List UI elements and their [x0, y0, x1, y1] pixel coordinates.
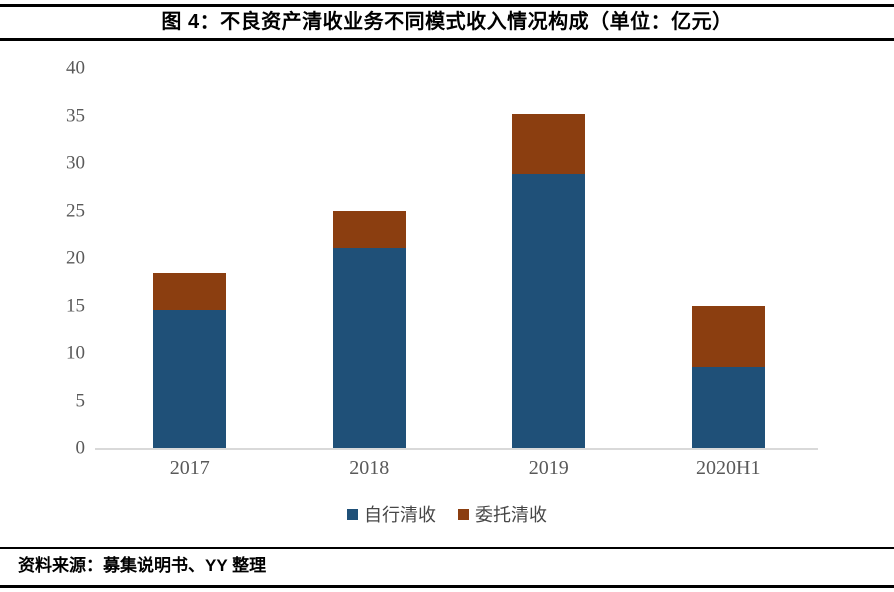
x-label-2017: 2017 — [169, 457, 210, 479]
y-axis: 0 5 10 15 20 25 30 35 40 — [0, 59, 86, 458]
chart-title: 图 4：不良资产清收业务不同模式收入情况构成（单位：亿元） — [161, 11, 733, 33]
bar-slot-2020H1 — [639, 68, 819, 448]
legend-swatch-self-icon — [347, 508, 358, 520]
x-label-2018: 2018 — [349, 457, 390, 479]
segment-entrusted-2019 — [512, 113, 586, 175]
x-axis-labels: 2017 2018 2019 2020H1 — [100, 457, 818, 480]
stacked-bar-2020H1 — [691, 305, 765, 448]
stacked-bar-2018 — [332, 210, 406, 448]
bar-slot-2018 — [280, 68, 460, 448]
stacked-bar-2017 — [153, 273, 227, 448]
title-bottom-rule — [0, 38, 894, 41]
top-rule — [0, 4, 894, 7]
segment-self-2020H1 — [691, 367, 765, 448]
bar-slot-2017 — [100, 68, 280, 448]
y-tick-label: 10 — [66, 342, 85, 364]
legend-label-entrusted: 委托清收 — [475, 505, 547, 525]
y-tick-label: 20 — [66, 247, 85, 269]
segment-entrusted-2017 — [153, 273, 227, 311]
y-tick-label: 35 — [66, 105, 85, 126]
x-axis-line — [95, 448, 818, 450]
segment-self-2017 — [153, 310, 227, 448]
bar-series-container — [100, 68, 818, 448]
x-label-2019: 2019 — [528, 457, 569, 479]
x-label-2020H1: 2020H1 — [696, 457, 761, 479]
segment-self-2018 — [332, 247, 406, 448]
source-top-rule — [0, 547, 894, 549]
stacked-bar-2019 — [512, 113, 586, 448]
segment-entrusted-2018 — [332, 210, 406, 248]
y-tick-label: 30 — [66, 152, 85, 174]
legend-swatch-entrusted-icon — [458, 508, 469, 520]
source-note: 资料来源：募集说明书、YY 整理 — [18, 556, 267, 575]
y-tick-label: 40 — [66, 57, 85, 79]
segment-entrusted-2020H1 — [691, 305, 765, 368]
bar-slot-2019 — [459, 68, 639, 448]
y-tick-label: 5 — [75, 390, 86, 411]
segment-self-2019 — [512, 174, 586, 448]
y-tick-label: 0 — [75, 437, 86, 459]
legend-item-entrusted: 委托清收 — [458, 501, 547, 527]
bottom-rule — [0, 585, 894, 588]
legend-item-self: 自行清收 — [347, 501, 436, 527]
y-tick-label: 25 — [66, 200, 85, 221]
y-tick-label: 15 — [66, 295, 85, 316]
plot-area — [95, 68, 818, 450]
legend-label-self: 自行清收 — [364, 505, 436, 525]
legend: 自行清收 委托清收 — [0, 501, 894, 527]
